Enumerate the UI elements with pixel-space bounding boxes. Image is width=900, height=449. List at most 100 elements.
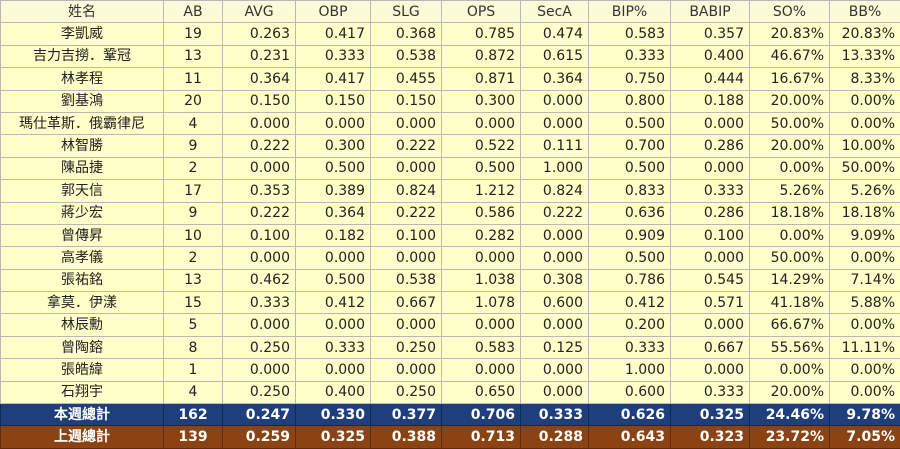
avg-cell: 0.000 <box>223 359 296 381</box>
column-header-avg[interactable]: AVG <box>223 1 296 23</box>
column-header-ops[interactable]: OPS <box>442 1 521 23</box>
babip-cell: 0.000 <box>671 314 750 336</box>
obp-cell: 0.333 <box>296 336 371 358</box>
avg-cell: 0.353 <box>223 180 296 202</box>
player-name-cell[interactable]: 郭天信 <box>1 180 164 202</box>
bb-pct-cell: 13.33% <box>830 45 900 67</box>
player-name-cell[interactable]: 劉基鴻 <box>1 90 164 112</box>
slg-cell: 0.000 <box>371 314 442 336</box>
column-header-ab[interactable]: AB <box>164 1 223 23</box>
total-ab: 162 <box>164 404 223 426</box>
ops-cell: 0.650 <box>442 381 521 403</box>
avg-cell: 0.000 <box>223 157 296 179</box>
player-name-cell[interactable]: 張祐銘 <box>1 269 164 291</box>
babip-cell: 0.333 <box>671 180 750 202</box>
so-pct-cell: 55.56% <box>750 336 830 358</box>
bip-pct-cell: 0.909 <box>589 224 671 246</box>
player-name-cell[interactable]: 陳品捷 <box>1 157 164 179</box>
total-bb-pct: 9.78% <box>830 404 900 426</box>
column-header-bip-pct[interactable]: BIP% <box>589 1 671 23</box>
so-pct-cell: 0.00% <box>750 157 830 179</box>
player-name-cell[interactable]: 曾傳昇 <box>1 224 164 246</box>
bb-pct-cell: 9.09% <box>830 224 900 246</box>
column-header-seca[interactable]: SecA <box>521 1 589 23</box>
ops-cell: 0.872 <box>442 45 521 67</box>
column-header-obp[interactable]: OBP <box>296 1 371 23</box>
babip-cell: 0.000 <box>671 359 750 381</box>
player-name-cell[interactable]: 瑪仕革斯．俄霸律尼 <box>1 112 164 134</box>
seca-cell: 0.000 <box>521 247 589 269</box>
bip-pct-cell: 0.333 <box>589 336 671 358</box>
total-seca: 0.288 <box>521 426 589 448</box>
seca-cell: 0.000 <box>521 359 589 381</box>
bb-pct-cell: 0.00% <box>830 359 900 381</box>
total-slg: 0.388 <box>371 426 442 448</box>
ops-cell: 1.078 <box>442 292 521 314</box>
ab-cell: 4 <box>164 112 223 134</box>
so-pct-cell: 20.00% <box>750 381 830 403</box>
bb-pct-cell: 0.00% <box>830 381 900 403</box>
obp-cell: 0.300 <box>296 135 371 157</box>
total-babip: 0.323 <box>671 426 750 448</box>
slg-cell: 0.667 <box>371 292 442 314</box>
total-obp: 0.325 <box>296 426 371 448</box>
player-name-cell[interactable]: 石翔宇 <box>1 381 164 403</box>
total-bip-pct: 0.626 <box>589 404 671 426</box>
babip-cell: 0.667 <box>671 336 750 358</box>
slg-cell: 0.222 <box>371 202 442 224</box>
player-name-cell[interactable]: 林智勝 <box>1 135 164 157</box>
player-name-cell[interactable]: 曾陶鎔 <box>1 336 164 358</box>
player-name-cell[interactable]: 林辰勳 <box>1 314 164 336</box>
player-name-cell[interactable]: 林孝程 <box>1 68 164 90</box>
total-slg: 0.377 <box>371 404 442 426</box>
bip-pct-cell: 0.333 <box>589 45 671 67</box>
ab-cell: 17 <box>164 180 223 202</box>
slg-cell: 0.000 <box>371 112 442 134</box>
slg-cell: 0.538 <box>371 269 442 291</box>
obp-cell: 0.364 <box>296 202 371 224</box>
bip-pct-cell: 0.800 <box>589 90 671 112</box>
bip-pct-cell: 0.833 <box>589 180 671 202</box>
obp-cell: 0.412 <box>296 292 371 314</box>
seca-cell: 0.222 <box>521 202 589 224</box>
total-label: 上週總計 <box>1 426 164 448</box>
player-name-cell[interactable]: 高孝儀 <box>1 247 164 269</box>
player-name-cell[interactable]: 拿莫．伊漾 <box>1 292 164 314</box>
obp-cell: 0.417 <box>296 68 371 90</box>
column-header-slg[interactable]: SLG <box>371 1 442 23</box>
avg-cell: 0.000 <box>223 247 296 269</box>
bb-pct-cell: 0.00% <box>830 247 900 269</box>
avg-cell: 0.333 <box>223 292 296 314</box>
babip-cell: 0.545 <box>671 269 750 291</box>
babip-cell: 0.000 <box>671 112 750 134</box>
total-ab: 139 <box>164 426 223 448</box>
player-name-cell[interactable]: 張皓緯 <box>1 359 164 381</box>
bb-pct-cell: 7.14% <box>830 269 900 291</box>
obp-cell: 0.000 <box>296 112 371 134</box>
ops-cell: 0.000 <box>442 112 521 134</box>
bip-pct-cell: 0.636 <box>589 202 671 224</box>
column-header-so-pct[interactable]: SO% <box>750 1 830 23</box>
total-so-pct: 24.46% <box>750 404 830 426</box>
bb-pct-cell: 0.00% <box>830 90 900 112</box>
player-name-cell[interactable]: 李凱威 <box>1 23 164 45</box>
ab-cell: 20 <box>164 90 223 112</box>
so-pct-cell: 46.67% <box>750 45 830 67</box>
ab-cell: 9 <box>164 135 223 157</box>
column-header-bb-pct[interactable]: BB% <box>830 1 900 23</box>
babip-cell: 0.400 <box>671 45 750 67</box>
seca-cell: 0.308 <box>521 269 589 291</box>
player-name-cell[interactable]: 吉力吉撈．鞏冠 <box>1 45 164 67</box>
player-name-cell[interactable]: 蔣少宏 <box>1 202 164 224</box>
column-header-babip[interactable]: BABIP <box>671 1 750 23</box>
column-header-name[interactable]: 姓名 <box>1 1 164 23</box>
